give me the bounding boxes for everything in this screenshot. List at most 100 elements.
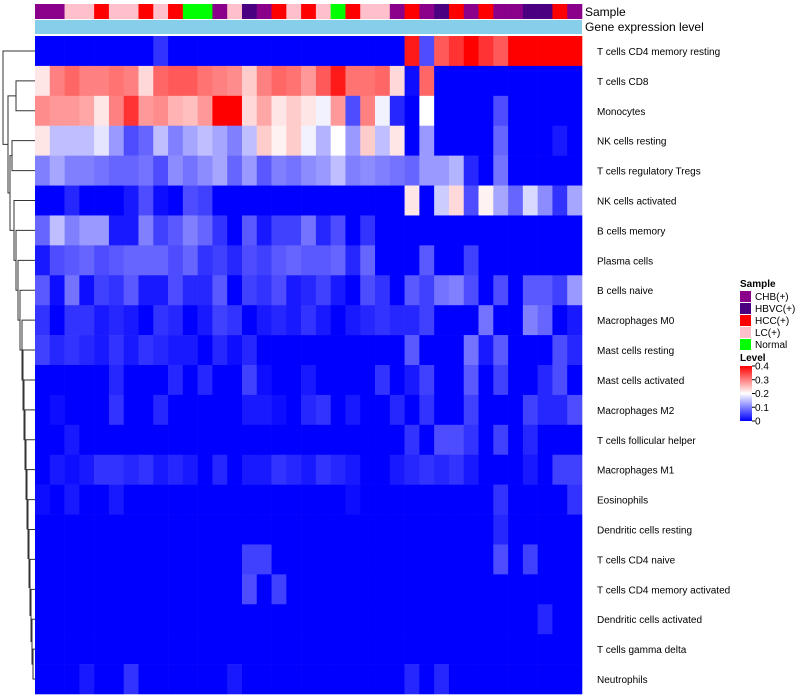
heatmap-cell [463,125,479,156]
heatmap-cell [197,574,213,605]
heatmap-cell [315,394,331,426]
heatmap-cell [315,335,331,366]
heatmap-cell [567,36,583,67]
heatmap-cell [448,65,465,97]
heatmap-cell [567,454,583,485]
heatmap-cell [434,664,450,695]
heatmap-cell [301,424,317,456]
heatmap-cell [182,245,198,276]
heatmap-cell [168,365,184,396]
heatmap-cell [537,275,553,306]
heatmap-cell [360,155,376,186]
heatmap-cell [522,36,538,67]
heatmap-cell [404,215,420,246]
heatmap-cell [522,65,538,97]
heatmap-cell [212,185,228,216]
heatmap-cell [153,185,169,216]
heatmap-cell [389,95,405,127]
heatmap-cell [197,514,213,545]
heatmap-cell [345,514,361,545]
heatmap-cell [64,275,80,306]
heatmap-cell [567,65,583,97]
heatmap-cell [375,335,391,366]
heatmap-cell [79,634,95,665]
heatmap-cell [493,544,509,575]
heatmap-cell [35,245,51,276]
row-label: Dendritic cells resting [597,526,692,537]
row-label: NK cells activated [597,197,676,208]
heatmap-cell [345,394,361,426]
heatmap-cell [49,36,65,67]
heatmap-cell [35,36,51,67]
heatmap-cell [315,36,331,67]
heatmap-cell [360,125,376,156]
heatmap-cell [508,664,524,695]
heatmap-cell [271,365,287,396]
sample-annotation-cell [537,4,553,19]
heatmap-cell [463,634,479,665]
heatmap-cell [64,65,80,97]
heatmap-cell [138,454,154,485]
heatmap-cell [108,155,125,186]
heatmap-cell [508,185,524,216]
heatmap-cell [508,484,524,515]
heatmap-cell [182,215,198,246]
heatmap-cell [360,514,376,545]
heatmap-cell [256,36,272,67]
heatmap-cell [212,335,228,366]
heatmap-cell [478,245,494,276]
heatmap-cell [389,484,405,515]
heatmap-cell [301,125,317,156]
heatmap-cell [345,544,361,575]
heatmap-cell [315,185,331,216]
heatmap-cell [375,95,391,127]
row-label: T cells CD4 memory resting [597,47,720,58]
heatmap-cell [508,305,524,336]
heatmap-cell [241,245,258,276]
heatmap-cell [478,155,494,186]
heatmap-cell [108,36,125,67]
heatmap-cell [197,65,213,97]
heatmap-cell [197,365,213,396]
heatmap-cell [360,36,376,67]
heatmap-cell [537,335,553,366]
heatmap-cell [212,574,228,605]
sample-legend-swatch [740,315,751,326]
heatmap-cell [463,155,479,186]
heatmap-cell [168,484,184,515]
heatmap-cell [94,65,110,97]
sample-annotation-cell [389,4,405,19]
heatmap-cell [197,634,213,665]
row-label: T cells CD4 naive [597,555,676,566]
heatmap-cell [94,514,110,545]
heatmap-cell [537,36,553,67]
heatmap-cell [522,125,538,156]
heatmap-cell [448,365,465,396]
heatmap-cell [508,95,524,127]
row-label: T cells gamma delta [597,645,687,656]
heatmap-cell [197,664,213,695]
heatmap-cell [360,65,376,97]
heatmap-cell [212,65,228,97]
heatmap-cell [419,305,435,336]
heatmap-cell [94,664,110,695]
heatmap-cell [49,574,65,605]
heatmap-cell [448,394,465,426]
heatmap-cell [493,484,509,515]
heatmap-cell [212,634,228,665]
heatmap-cell [434,125,450,156]
row-label: Mast cells resting [597,346,674,357]
sample-annotation-cell [79,4,95,19]
heatmap-cell [315,125,331,156]
heatmap-cell [271,514,287,545]
heatmap-cell [522,365,538,396]
heatmap-cell [123,185,139,216]
heatmap-cell [360,574,376,605]
heatmap-cell [419,604,435,635]
sample-legend-label: HBVC(+) [755,304,795,315]
heatmap-cell [448,574,465,605]
heatmap-cell [138,484,154,515]
heatmap-cell [153,125,169,156]
heatmap-cell [212,305,228,336]
heatmap-cell [241,125,258,156]
